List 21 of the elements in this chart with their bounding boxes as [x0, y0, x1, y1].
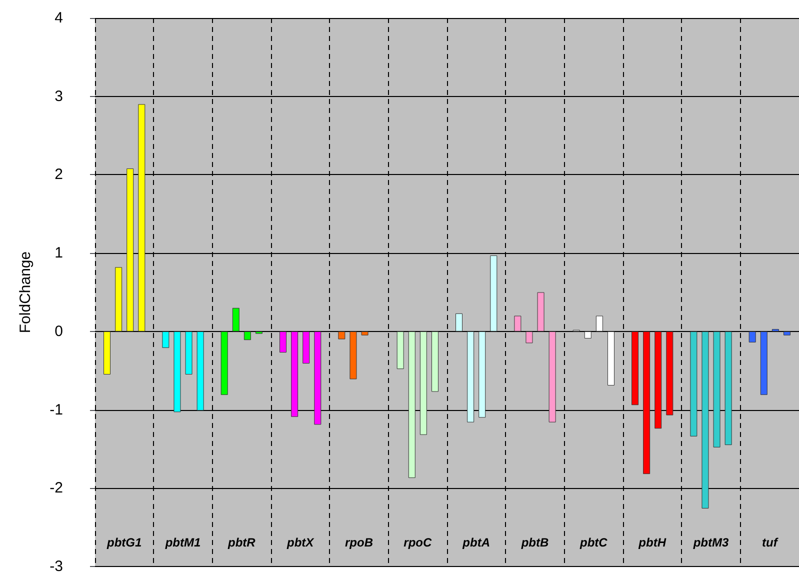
- x-tick-label: pbtC: [579, 536, 608, 550]
- x-tick-label: pbtX: [286, 536, 315, 550]
- y-tick-label: 0: [54, 322, 63, 340]
- y-tick-label: -1: [50, 401, 63, 418]
- x-tick-label: rpoC: [404, 536, 432, 550]
- x-tick-label: pbtG1: [106, 536, 142, 550]
- y-axis-title: FoldChange: [17, 251, 34, 334]
- y-tick-label: -2: [50, 480, 63, 497]
- x-tick-label: pbtM1: [164, 536, 201, 550]
- y-tick-label: 3: [54, 88, 63, 105]
- y-tick-label: 4: [54, 10, 63, 26]
- x-tick-label: pbtH: [638, 536, 666, 550]
- x-tick-label: pbtR: [227, 536, 256, 550]
- x-tick-label: tuf: [762, 536, 778, 550]
- y-tick-label: -3: [50, 558, 63, 574]
- x-tick-label: pbtA: [462, 536, 490, 550]
- x-tick-label: pbtB: [520, 536, 549, 550]
- x-tick-label: rpoB: [345, 536, 374, 550]
- x-tick-label: pbtM3: [692, 536, 729, 550]
- y-tick-label: 1: [54, 244, 63, 262]
- y-tick-label: 2: [54, 166, 63, 184]
